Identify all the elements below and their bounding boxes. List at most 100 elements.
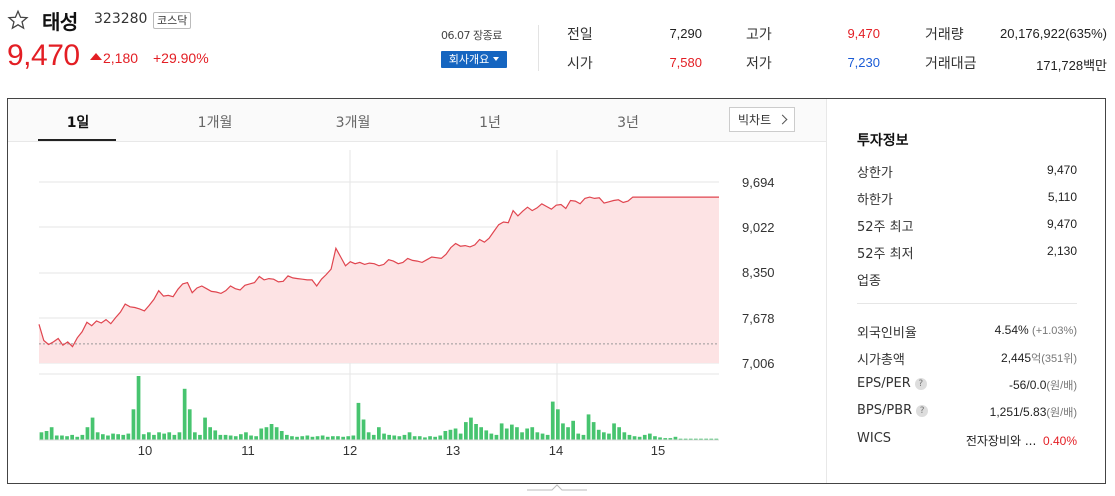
volume-bar [417, 436, 422, 440]
volume-bar [198, 434, 202, 440]
volume-bar [187, 409, 192, 440]
high-label: 고가 [746, 27, 772, 43]
open-value: 7,580 [669, 55, 702, 70]
volume-bar [581, 434, 586, 440]
volume-bar [678, 438, 683, 440]
volume-bar [407, 432, 412, 440]
y-tick-label: 9,694 [742, 175, 775, 190]
volume-bar [464, 422, 468, 440]
volume-bar [95, 432, 100, 440]
volume-bar [433, 436, 437, 440]
volume-bar [341, 436, 345, 440]
foreign-ratio-number: 4.54% [994, 323, 1029, 337]
market-cap-rank: (351위) [1041, 353, 1077, 365]
price-change: 2,180 [90, 50, 138, 66]
volume-bar [254, 436, 258, 440]
high-52w-value: 9,470 [1046, 217, 1077, 231]
volume-bar [147, 432, 151, 440]
high-52w-label: 52주 최고 [857, 220, 914, 235]
volume-bar [60, 435, 64, 440]
volume-bar [648, 433, 652, 440]
volume-bar [44, 431, 49, 440]
volume-bar [602, 432, 606, 440]
volume-bar [371, 434, 376, 440]
tab-1y[interactable]: 1년 [479, 115, 501, 131]
help-icon[interactable]: ? [914, 378, 927, 390]
volume-bar [315, 436, 320, 440]
low-52w-value: 2,130 [1046, 244, 1077, 258]
volume-bar [249, 435, 253, 440]
caret-down-icon [493, 57, 500, 61]
volume-bar [106, 435, 110, 440]
volume-bar [177, 432, 182, 440]
volume-bar [453, 428, 458, 440]
volume-bar [101, 434, 105, 440]
volume-bar [479, 427, 483, 440]
volume-bar [172, 434, 177, 440]
tab-3m[interactable]: 3개월 [335, 115, 371, 131]
volume-bar [269, 424, 274, 440]
foreign-ratio-value: 4.54% (+1.03%) [995, 323, 1077, 337]
volume-bar [85, 427, 90, 440]
volume-bar [458, 433, 463, 440]
y-tick-label: 9,022 [742, 220, 775, 235]
high-value: 9,470 [847, 26, 880, 41]
volume-bar [484, 430, 489, 440]
tab-1d[interactable]: 1일 [66, 115, 90, 131]
change-rate: +29.90% [153, 50, 209, 66]
volume-bar [228, 435, 233, 440]
wics-sector[interactable]: 전자장비와 ... [965, 434, 1037, 448]
volume-bar [556, 409, 560, 440]
trade-amount-value: 171,728백만 [1036, 58, 1107, 73]
volume-bar [392, 435, 397, 440]
volume-bar [443, 431, 448, 440]
volume-bar [290, 436, 294, 440]
favorite-star-icon[interactable] [7, 9, 29, 31]
volume-bar [668, 438, 673, 440]
upper-limit-label: 상한가 [857, 166, 893, 181]
volume-bar [65, 436, 69, 440]
foreign-ratio-label: 외국인비율 [857, 326, 917, 341]
volume-bar [688, 438, 693, 440]
volume-bar [39, 432, 44, 440]
bps-pbr-value: 1,251/5.83(원/배) [990, 404, 1077, 420]
big-chart-button[interactable]: 빅차트 [729, 107, 795, 132]
volume-bar [295, 436, 299, 440]
current-price: 9,470 [7, 39, 80, 72]
volume-bar [397, 436, 402, 440]
x-tick-label: 11 [241, 443, 255, 458]
tab-1m[interactable]: 1개월 [197, 115, 233, 131]
collapse-chevron-icon[interactable] [527, 484, 587, 496]
industry-label: 업종 [857, 274, 881, 289]
volume-bar [75, 436, 80, 440]
volume-bar [438, 435, 443, 440]
volume-bar [213, 430, 218, 440]
volume-bar [423, 437, 427, 440]
volume-bar [412, 436, 417, 440]
volume-bar [141, 434, 146, 440]
volume-bar [535, 432, 540, 440]
volume-bar [561, 423, 565, 440]
volume-bar [540, 433, 545, 440]
company-overview-button[interactable]: 회사개요 [441, 51, 507, 68]
wics-value: 전자장비와 ... 0.40% [966, 432, 1077, 449]
volume-bar [331, 436, 335, 440]
volume-bar [193, 432, 197, 440]
bps-pbr-label-row: BPS/PBR? [857, 403, 929, 418]
x-tick-label: 15 [650, 443, 666, 458]
prev-close-label: 전일 [567, 27, 593, 43]
volume-bar [494, 434, 499, 440]
up-arrow-icon [90, 53, 102, 60]
market-cap-value: 2,445억(351위) [1001, 350, 1077, 366]
volume-bar [300, 436, 305, 440]
wics-label: WICS [857, 431, 892, 446]
market-badge: 코스닥 [153, 12, 192, 29]
volume-bar [622, 432, 627, 440]
volume-bar [714, 438, 719, 440]
volume-bar [80, 434, 85, 440]
x-tick-label: 14 [548, 443, 564, 458]
volume-bar [244, 432, 248, 440]
help-icon[interactable]: ? [916, 405, 929, 417]
tab-3y[interactable]: 3년 [617, 115, 639, 131]
sidebar-divider [826, 99, 827, 483]
